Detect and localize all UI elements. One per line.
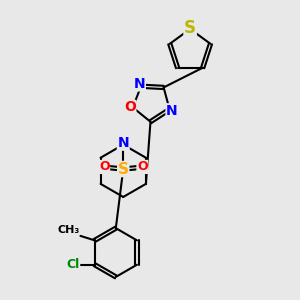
Text: CH₃: CH₃ — [58, 225, 80, 235]
Text: O: O — [124, 100, 136, 114]
Text: N: N — [134, 77, 145, 91]
Text: N: N — [166, 104, 178, 118]
Text: Cl: Cl — [66, 258, 80, 271]
Text: S: S — [184, 20, 196, 38]
Text: O: O — [99, 160, 110, 173]
Text: O: O — [137, 160, 148, 173]
Text: S: S — [118, 161, 129, 176]
Text: N: N — [117, 136, 129, 150]
